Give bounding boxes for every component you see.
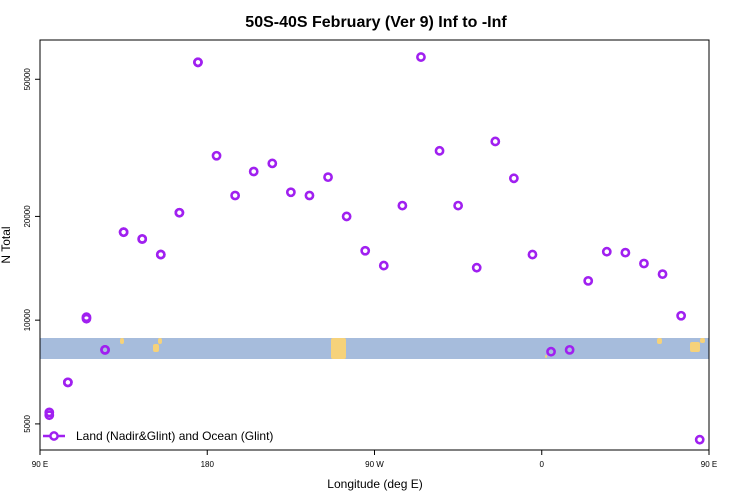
land-patch — [657, 338, 662, 344]
data-point — [230, 190, 241, 201]
ocean-band — [40, 338, 709, 359]
data-point — [304, 190, 315, 201]
data-point — [490, 136, 501, 147]
y-tick-label: 10000 — [23, 308, 32, 331]
x-axis-label: Longitude (deg E) — [327, 477, 422, 491]
data-point — [118, 227, 129, 238]
data-point — [601, 246, 612, 257]
data-point — [639, 258, 649, 269]
data-point — [416, 52, 426, 62]
data-point — [508, 173, 519, 184]
data-point — [44, 407, 55, 418]
data-point — [267, 158, 278, 169]
data-point — [676, 310, 687, 321]
y-tick-label: 5000 — [23, 414, 32, 432]
chart-title: 50S-40S February (Ver 9) Inf to -Inf — [245, 14, 507, 31]
land-patch — [153, 344, 159, 352]
x-axis: 90 E 180 90 W 0 90 E — [32, 450, 717, 469]
data-point — [341, 211, 352, 222]
data-point — [211, 150, 222, 161]
plot-area — [39, 39, 710, 451]
legend-marker — [49, 431, 59, 441]
legend-label: Land (Nadir&Glint) and Ocean (Glint) — [76, 429, 273, 443]
y-tick-label: 50000 — [23, 68, 32, 91]
data-point — [62, 377, 73, 388]
land-patch — [545, 355, 547, 358]
data-point — [657, 269, 668, 280]
data-point — [81, 313, 92, 324]
land-patches — [120, 338, 705, 359]
land-patch — [690, 342, 700, 352]
data-point — [620, 247, 631, 258]
data-point — [155, 249, 166, 260]
x-tick-label: 90 W — [365, 460, 384, 469]
x-tick-label: 90 E — [32, 460, 48, 469]
data-points — [44, 52, 705, 445]
land-patch — [333, 350, 341, 359]
data-point — [378, 260, 389, 271]
map-strip — [40, 338, 709, 359]
data-point — [193, 57, 203, 68]
data-point — [397, 200, 408, 211]
y-axis: 5000 10000 20000 50000 — [23, 68, 40, 433]
data-point — [453, 200, 464, 211]
data-point — [564, 344, 575, 355]
legend: Land (Nadir&Glint) and Ocean (Glint) — [43, 429, 273, 443]
land-patch — [158, 338, 162, 344]
data-point — [527, 249, 538, 260]
data-point — [360, 245, 371, 256]
land-patch — [120, 338, 124, 344]
data-point — [137, 234, 148, 244]
x-tick-label: 180 — [201, 460, 215, 469]
data-point — [248, 166, 259, 177]
y-tick-label: 20000 — [23, 205, 32, 228]
land-patch — [700, 338, 705, 343]
data-point — [434, 145, 445, 156]
x-tick-label: 90 E — [701, 460, 717, 469]
data-point — [583, 275, 594, 286]
data-point — [694, 434, 705, 445]
data-point — [546, 346, 556, 357]
data-point — [100, 344, 110, 355]
data-point — [323, 172, 333, 183]
data-point — [285, 187, 296, 198]
y-axis-label: N Total — [0, 226, 13, 263]
data-point — [471, 262, 482, 273]
data-point — [174, 207, 185, 218]
x-tick-label: 0 — [540, 460, 545, 469]
